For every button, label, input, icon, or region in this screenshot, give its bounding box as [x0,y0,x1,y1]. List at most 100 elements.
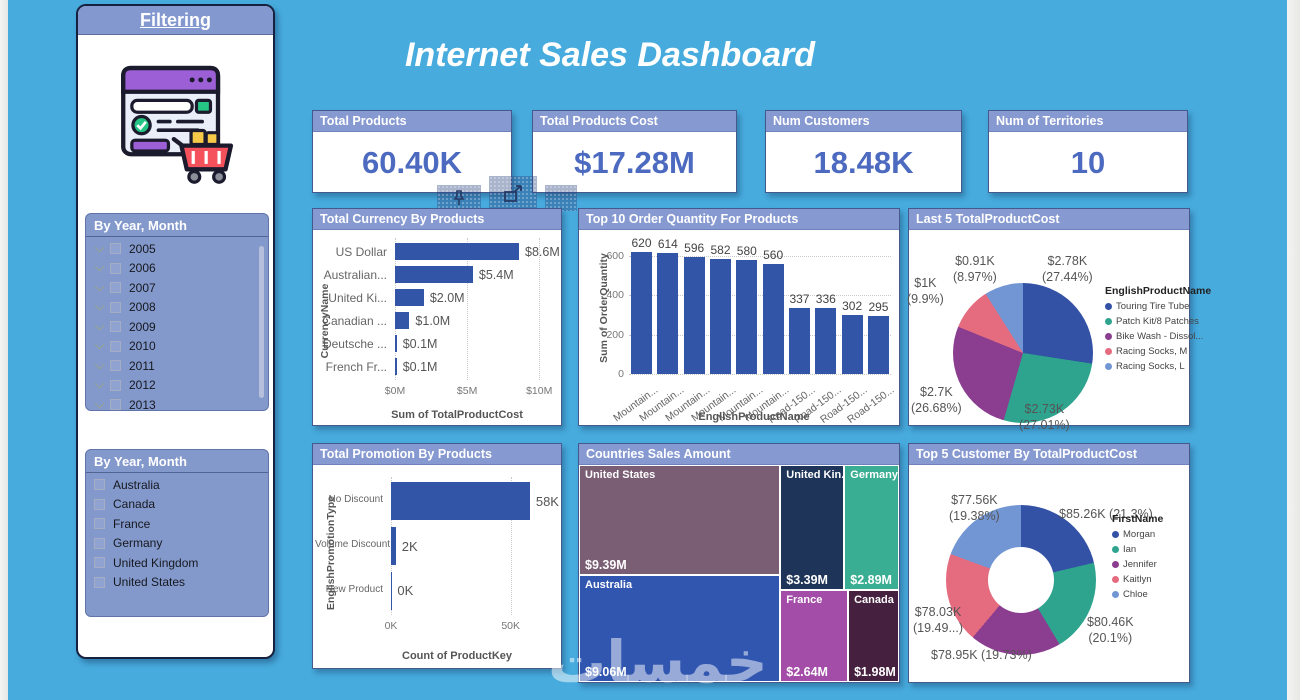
legend-item[interactable]: Patch Kit/8 Patches [1105,316,1211,327]
column-value-label: 614 [657,237,678,252]
chevron-down-icon[interactable] [94,261,105,272]
bar[interactable] [736,259,758,374]
bar[interactable] [631,251,652,374]
watermark: خمسات [548,628,768,696]
country-filter-item[interactable]: Australia [86,475,268,495]
legend-item[interactable]: Touring Tire Tube [1105,301,1211,312]
more-options-button[interactable] [545,185,577,211]
bar[interactable] [395,289,424,306]
bar[interactable] [395,266,473,283]
chart-panel-countries[interactable]: Countries Sales Amount United States $9.3… [578,443,900,683]
year-filter-item[interactable]: 2013 [86,395,268,410]
checkbox[interactable] [110,243,121,255]
chevron-down-icon[interactable] [94,320,105,331]
country-filter-item[interactable]: Canada [86,495,268,515]
legend-item[interactable]: Racing Socks, M [1105,346,1211,357]
treemap-tile[interactable]: United States $9.39M [579,465,781,576]
year-filter-list: 2005 2006 2007 2008 2009 2010 2011 2012 2013 [86,239,268,410]
checkbox[interactable] [94,498,105,510]
treemap-tile[interactable]: Canada $1.98M [848,589,899,682]
column-value-label: 560 [763,247,784,262]
bar[interactable] [391,527,396,565]
bar[interactable] [395,335,397,352]
bar[interactable] [815,307,837,374]
currency-bar-plot: $0M $5M $10M $8.6M $5.4M $2.0M $1.0M $0.1M $0.1M [385,238,560,400]
chevron-down-icon[interactable] [94,300,105,311]
year-filter-item[interactable]: 2009 [86,317,268,337]
kpi-num-customers[interactable]: Num Customers 18.48K [765,110,962,193]
chevron-down-icon[interactable] [94,281,105,292]
country-filter-item[interactable]: France [86,514,268,534]
filter-item-label: France [113,516,151,531]
chart-panel-top5[interactable]: Top 5 Customer By TotalProductCost $85.2… [908,443,1190,683]
legend-item[interactable]: Bike Wash - Dissol... [1105,331,1211,342]
country-filter-item[interactable]: Germany [86,534,268,554]
treemap-tile[interactable]: France $2.64M [780,589,849,682]
treemap-tile[interactable]: Germany $2.89M [844,465,899,590]
country-filter-item[interactable]: United States [86,573,268,593]
checkbox[interactable] [110,262,121,274]
year-filter-item[interactable]: 2012 [86,376,268,396]
popout-button[interactable] [489,176,537,212]
legend-item[interactable]: Morgan [1112,529,1163,540]
year-filter-item[interactable]: 2011 [86,356,268,376]
checkbox[interactable] [94,479,105,491]
treemap-tile[interactable]: Australia $9.06M [579,575,781,682]
legend-item[interactable]: Chloe [1112,589,1163,600]
year-filter-item[interactable]: 2006 [86,259,268,279]
legend-item[interactable]: Jennifer [1112,559,1163,570]
bar[interactable] [788,307,810,374]
year-filter-item[interactable]: 2005 [86,239,268,259]
bar[interactable] [841,314,863,374]
filter-item-label: Germany [113,536,163,551]
year-filter-scrollbar[interactable] [259,246,264,398]
bar[interactable] [867,315,889,374]
tile-name: Canada [854,593,894,606]
chevron-down-icon[interactable] [94,339,105,350]
legend-item[interactable]: Racing Socks, L [1105,361,1211,372]
bar[interactable] [395,312,410,329]
treemap-tile[interactable]: United Kin... $3.39M [780,465,845,590]
checkbox[interactable] [94,557,105,569]
chart-panel-currency[interactable]: Total Currency By Products $0M $5M $10M $8.… [312,208,562,426]
bar[interactable] [762,263,784,374]
legend-item[interactable]: Kaitlyn [1112,574,1163,585]
checkbox[interactable] [110,301,121,313]
checkbox[interactable] [110,321,121,333]
chevron-down-icon[interactable] [94,242,105,253]
chevron-down-icon[interactable] [94,359,105,370]
kpi-total-products[interactable]: Total Products 60.40K [312,110,512,193]
legend-dot [1112,591,1119,598]
checkbox[interactable] [110,399,121,410]
legend-item[interactable]: Ian [1112,544,1163,555]
checkbox[interactable] [110,379,121,391]
bar[interactable] [395,243,520,260]
pin-visual-button[interactable] [437,185,481,211]
bar[interactable] [683,256,705,374]
checkbox[interactable] [110,282,121,294]
checkbox[interactable] [94,576,105,588]
bar[interactable] [395,358,397,375]
kpi-num-territories[interactable]: Num of Territories 10 [988,110,1188,193]
kpi-total-products-cost[interactable]: Total Products Cost $17.28M [532,110,737,193]
year-filter-item[interactable]: 2007 [86,278,268,298]
chart-panel-last5[interactable]: Last 5 TotalProductCost $2.78K (27.44%) $2… [907,208,1211,432]
checkbox[interactable] [110,340,121,352]
checkbox[interactable] [110,360,121,372]
year-filter-item[interactable]: 2008 [86,298,268,318]
country-filter-item[interactable]: United Kingdom [86,553,268,573]
chevron-down-icon[interactable] [94,398,105,409]
chevron-down-icon[interactable] [94,378,105,389]
chart-panel-promotion[interactable]: Total Promotion By Products 0K 50K 58K 2K 0K… [312,443,562,669]
chart-panel-top10[interactable]: Top 10 Order Quantity For Products 0 200 4… [578,208,900,426]
bar[interactable] [391,482,530,521]
bar[interactable] [657,253,679,374]
bar[interactable] [709,259,731,374]
year-filter-item[interactable]: 2010 [86,337,268,357]
filter-item-label: 2006 [129,261,156,276]
checkbox[interactable] [94,537,105,549]
column: 560 [762,247,784,374]
slice-data-label: $0.91K (8.97%) [953,254,997,284]
last5-pie-chart[interactable] [953,283,1093,423]
checkbox[interactable] [94,518,105,530]
